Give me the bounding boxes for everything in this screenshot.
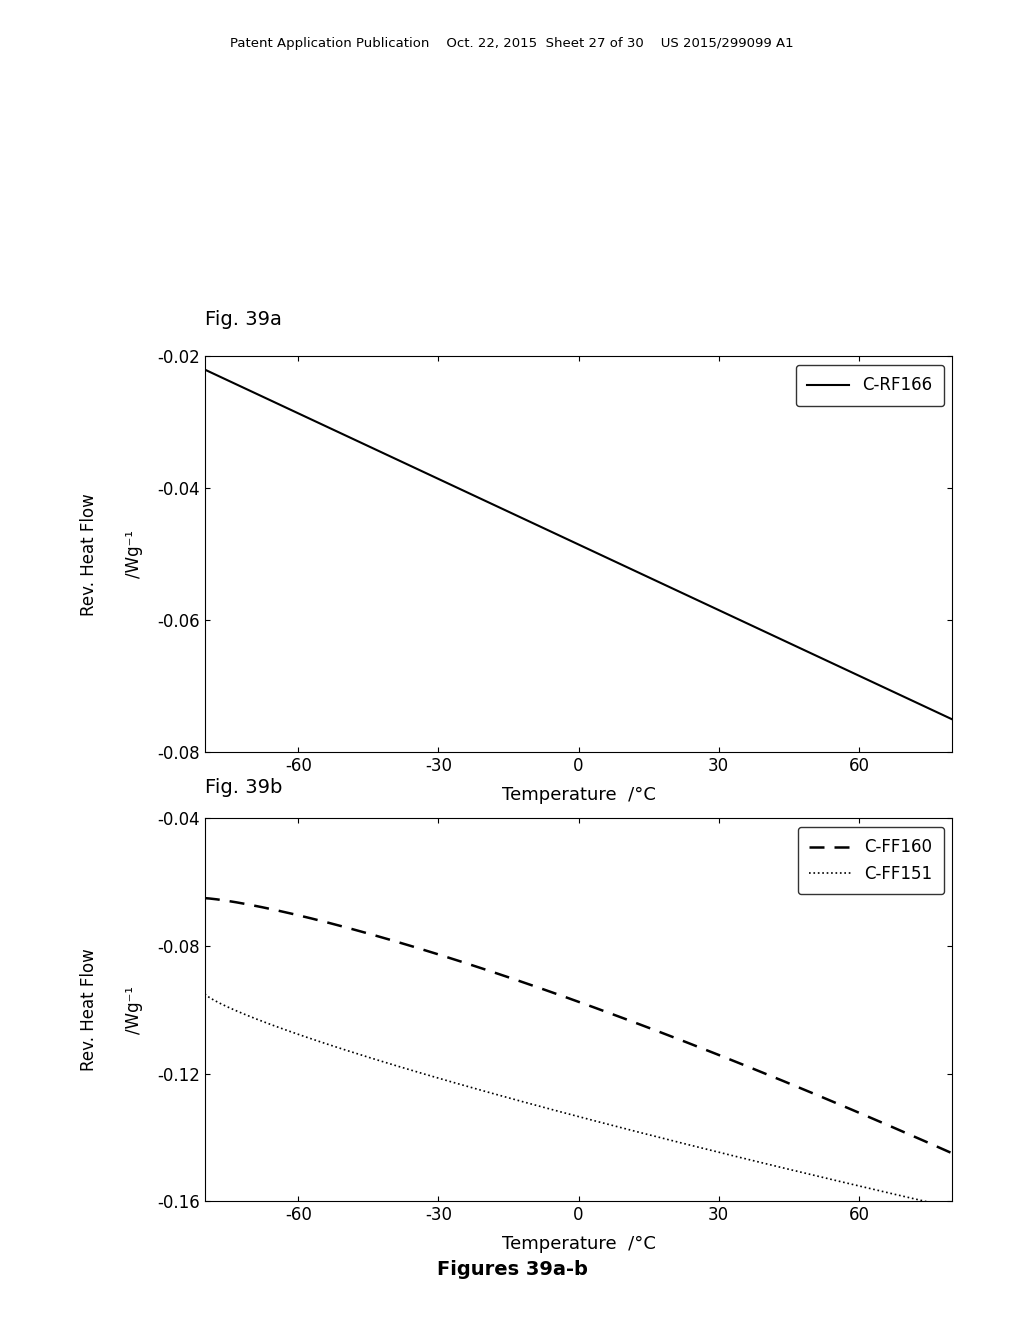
Text: Fig. 39b: Fig. 39b: [205, 779, 283, 797]
Text: Rev. Heat Flow: Rev. Heat Flow: [80, 949, 98, 1071]
X-axis label: Temperature  /°C: Temperature /°C: [502, 1236, 655, 1253]
X-axis label: Temperature  /°C: Temperature /°C: [502, 787, 655, 804]
Text: Figures 39a-b: Figures 39a-b: [436, 1261, 588, 1279]
Text: Rev. Heat Flow: Rev. Heat Flow: [80, 494, 98, 615]
Text: Fig. 39a: Fig. 39a: [205, 310, 282, 329]
Legend: C-FF160, C-FF151: C-FF160, C-FF151: [798, 826, 944, 895]
Text: /Wg⁻¹: /Wg⁻¹: [125, 531, 142, 578]
Text: Patent Application Publication    Oct. 22, 2015  Sheet 27 of 30    US 2015/29909: Patent Application Publication Oct. 22, …: [230, 37, 794, 50]
Legend: C-RF166: C-RF166: [796, 364, 944, 407]
Text: /Wg⁻¹: /Wg⁻¹: [125, 986, 142, 1034]
